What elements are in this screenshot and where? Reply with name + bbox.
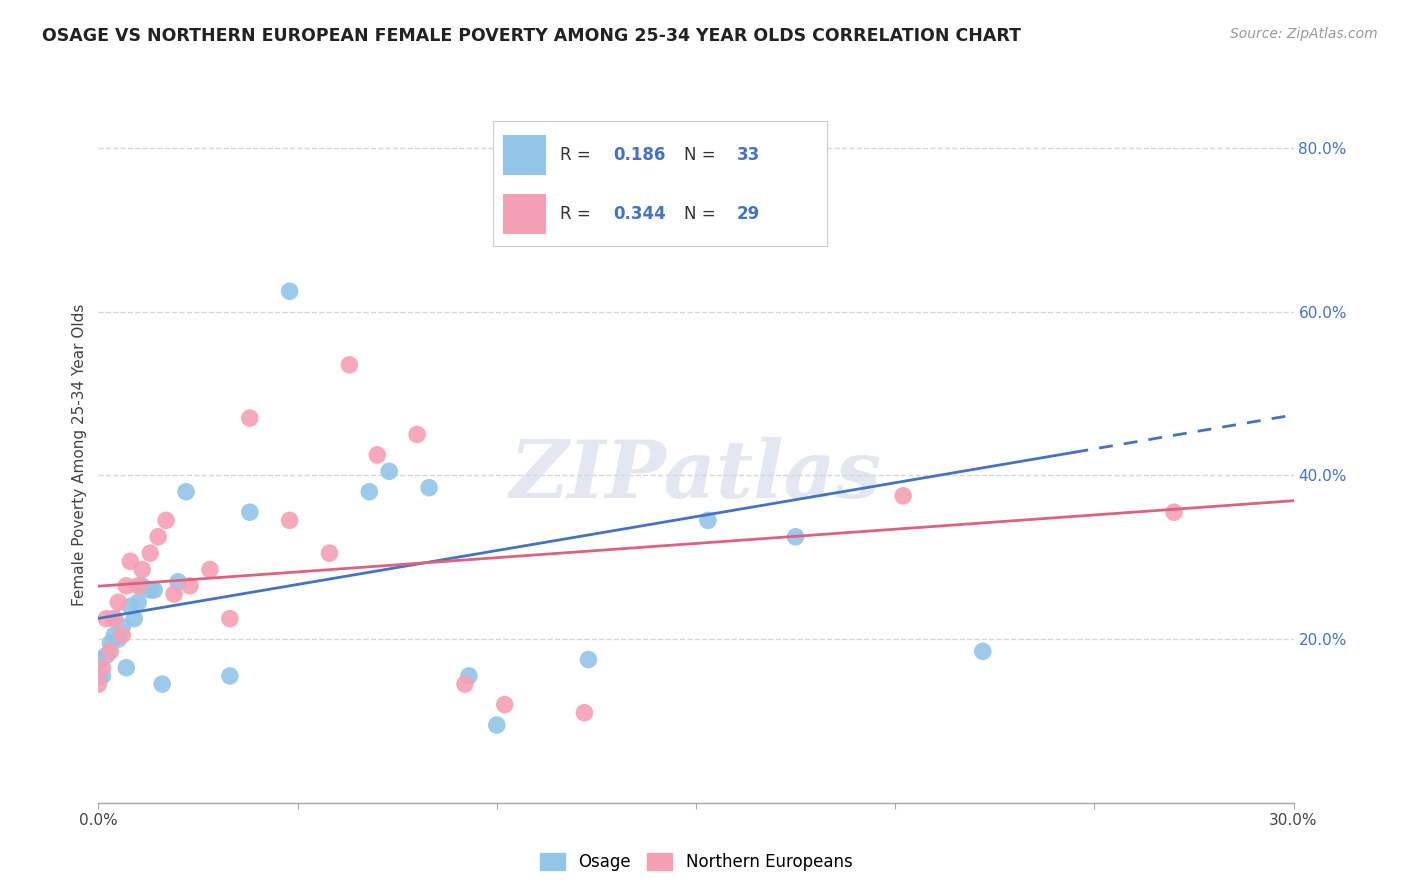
Point (458, 669, 481, 683)
Point (131, 562, 153, 576)
Point (98, 636, 122, 650)
Point (574, 706, 596, 720)
Point (120, 554, 142, 568)
Point (339, 358, 360, 372)
Point (1163, 505, 1185, 519)
Point (163, 587, 186, 601)
Point (278, 284, 301, 298)
Point (103, 612, 125, 626)
Point (111, 628, 134, 642)
Point (972, 644, 994, 658)
Point (124, 612, 146, 626)
Point (198, 562, 221, 576)
Point (179, 579, 201, 593)
Legend: Osage, Northern Europeans: Osage, Northern Europeans (533, 847, 859, 878)
Point (127, 579, 149, 593)
Point (578, 652, 600, 666)
Point (103, 628, 125, 642)
Point (494, 698, 516, 712)
Point (127, 595, 149, 609)
Point (785, 530, 807, 544)
Text: OSAGE VS NORTHERN EUROPEAN FEMALE POVERTY AMONG 25-34 YEAR OLDS CORRELATION CHAR: OSAGE VS NORTHERN EUROPEAN FEMALE POVERT… (42, 27, 1021, 45)
Point (406, 427, 429, 442)
Point (359, 484, 381, 499)
Text: ZIPatlas: ZIPatlas (510, 437, 882, 515)
Point (91, 661, 114, 675)
Point (454, 677, 477, 691)
Point (167, 574, 190, 589)
Point (107, 632, 129, 646)
Point (418, 481, 440, 495)
Text: Source: ZipAtlas.com: Source: ZipAtlas.com (1230, 27, 1378, 41)
Point (143, 582, 166, 597)
Point (115, 661, 138, 675)
Point (91, 669, 114, 683)
Point (87, 677, 110, 691)
Point (366, 448, 388, 462)
Point (891, 489, 914, 503)
Point (174, 484, 197, 499)
Point (139, 582, 162, 597)
Point (115, 579, 138, 593)
Point (139, 546, 162, 560)
Point (103, 612, 125, 626)
Point (239, 411, 262, 425)
Point (485, 718, 508, 732)
Point (96, 648, 118, 663)
Point (733, 149, 755, 163)
Point (378, 464, 401, 478)
Point (219, 669, 242, 683)
Point (98, 644, 122, 658)
Point (150, 677, 173, 691)
Y-axis label: Female Poverty Among 25-34 Year Olds: Female Poverty Among 25-34 Year Olds (72, 304, 87, 606)
Point (219, 612, 242, 626)
Point (87, 661, 110, 675)
Point (148, 530, 170, 544)
Point (278, 513, 301, 527)
Point (87, 669, 110, 683)
Point (120, 599, 142, 614)
Point (697, 513, 720, 527)
Point (131, 579, 153, 593)
Point (111, 620, 134, 634)
Point (318, 546, 340, 560)
Point (239, 505, 262, 519)
Point (87, 652, 110, 666)
Point (96, 612, 118, 626)
Point (107, 595, 129, 609)
Point (155, 513, 177, 527)
